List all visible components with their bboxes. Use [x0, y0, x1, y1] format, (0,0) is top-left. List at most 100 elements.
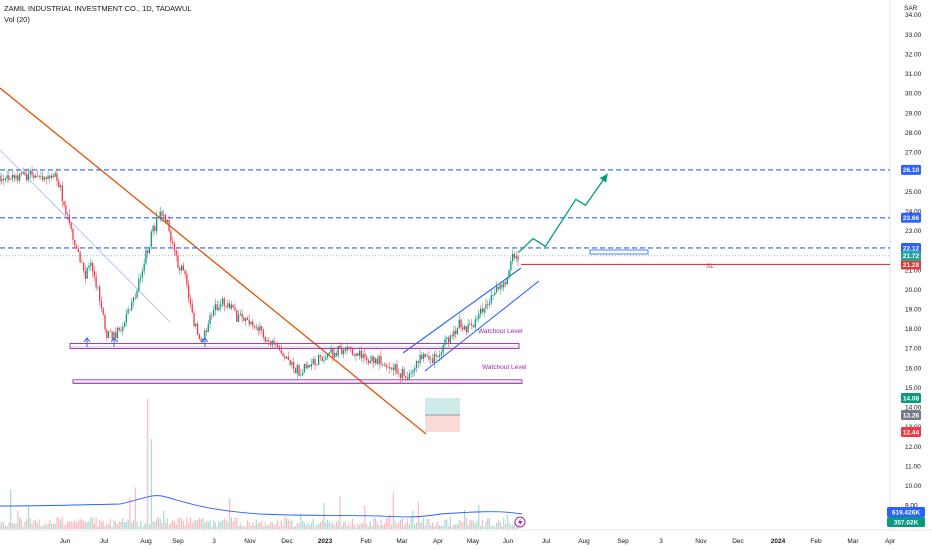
channel-lower-line[interactable] [424, 280, 540, 372]
candle-body [362, 354, 364, 359]
candle-body [177, 255, 179, 268]
candle-body [312, 359, 314, 365]
target-tag-label: 14.08 [903, 395, 920, 402]
candle-body [277, 344, 279, 347]
volume-bar [296, 522, 298, 529]
volume-bar [8, 522, 10, 529]
volume-bar [374, 517, 377, 529]
volume-bar [159, 518, 161, 529]
candle-body [446, 337, 448, 340]
candle-body [74, 239, 76, 246]
volume-bar [245, 526, 247, 529]
volume-bar [328, 521, 330, 529]
volume-bar [435, 523, 437, 529]
candle-body [29, 170, 31, 174]
candle-body [455, 330, 457, 334]
volume-bar [319, 522, 321, 529]
volume-bar [223, 518, 225, 529]
candle-body [198, 334, 201, 339]
volume-bar [442, 526, 444, 529]
volume-ma-tag [887, 517, 925, 527]
volume-bar [195, 519, 197, 529]
volume-series [0, 399, 519, 529]
candle-body [66, 214, 69, 215]
candle-body [310, 364, 313, 367]
candle-body [453, 330, 455, 337]
candle-body [305, 364, 307, 369]
candle-body [27, 173, 30, 181]
candle-body [487, 304, 489, 305]
volume-bar [51, 524, 53, 529]
candle-body [494, 292, 496, 295]
target-box[interactable] [589, 249, 649, 255]
volume-bar [350, 526, 352, 529]
candle-body [342, 349, 345, 355]
volume-bar [13, 523, 15, 529]
volume-bar [211, 526, 213, 529]
volume-bar [147, 399, 149, 529]
volume-bar [56, 517, 58, 529]
y-tick-label: 20.00 [905, 287, 922, 294]
volume-indicator-label[interactable]: Vol (20) [4, 15, 30, 24]
candle-body [341, 347, 343, 355]
volume-bar [24, 521, 26, 529]
volume-bar [458, 520, 460, 529]
candle-body [116, 327, 119, 339]
volume-bar [399, 519, 402, 529]
watchout-zone[interactable] [69, 343, 520, 349]
candle-body [435, 354, 437, 357]
downtrend-line[interactable] [0, 87, 427, 435]
candle-body [268, 340, 270, 342]
candle-body [449, 335, 451, 343]
volume-bar [358, 524, 361, 529]
candle-body [293, 362, 295, 369]
channel-upper-line[interactable] [402, 267, 522, 354]
candle-body [481, 308, 484, 313]
candle-body [52, 175, 55, 177]
candle-body [421, 354, 423, 359]
volume-bar [191, 523, 193, 529]
volume-bar [61, 517, 63, 529]
candle-body [510, 261, 512, 271]
time-axis[interactable]: Jun Jul Aug Sep 3 Nov Dec 2023 Feb Mar Apr May Jun Ju… [0, 529, 932, 545]
candle-body [309, 364, 311, 367]
volume-bar [302, 520, 304, 529]
volume-bar [104, 525, 106, 529]
volume-bar [113, 519, 115, 529]
volume-bar [17, 510, 19, 529]
symbol-title[interactable]: ZAMIL INDUSTRIAL INVESTMENT CO., 1D, TAD… [4, 4, 192, 13]
volume-bar [278, 526, 281, 529]
downtrend-line-secondary[interactable] [0, 149, 171, 323]
volume-bar [471, 520, 473, 529]
candle-body [141, 271, 144, 278]
volume-bar [35, 519, 37, 529]
volume-bar [310, 522, 313, 529]
candle-body [280, 350, 282, 354]
candle-body [353, 354, 355, 356]
candle-body [239, 313, 241, 315]
candle-body [143, 263, 145, 272]
candle-body [205, 330, 208, 333]
candle-body [401, 369, 403, 379]
candle-body [250, 321, 252, 325]
volume-bar [287, 519, 289, 529]
volume-bar [376, 522, 378, 529]
volume-bar [143, 524, 145, 529]
candle-body [63, 201, 65, 206]
volume-bar [487, 518, 489, 529]
candle-body [246, 317, 249, 320]
x-tick-label: Nov [244, 538, 256, 545]
x-tick-label: Aug [578, 538, 590, 545]
long-position-tool[interactable] [425, 398, 460, 432]
watchout-zone[interactable] [72, 379, 523, 384]
volume-bar [394, 520, 396, 529]
projection-path[interactable] [518, 173, 609, 253]
candle-body [385, 364, 387, 368]
volume-bar [419, 521, 421, 529]
volume-bar [189, 517, 192, 529]
candle-body [99, 286, 101, 302]
candle-body [237, 314, 240, 322]
candle-body [18, 173, 21, 181]
candle-body [417, 361, 419, 363]
